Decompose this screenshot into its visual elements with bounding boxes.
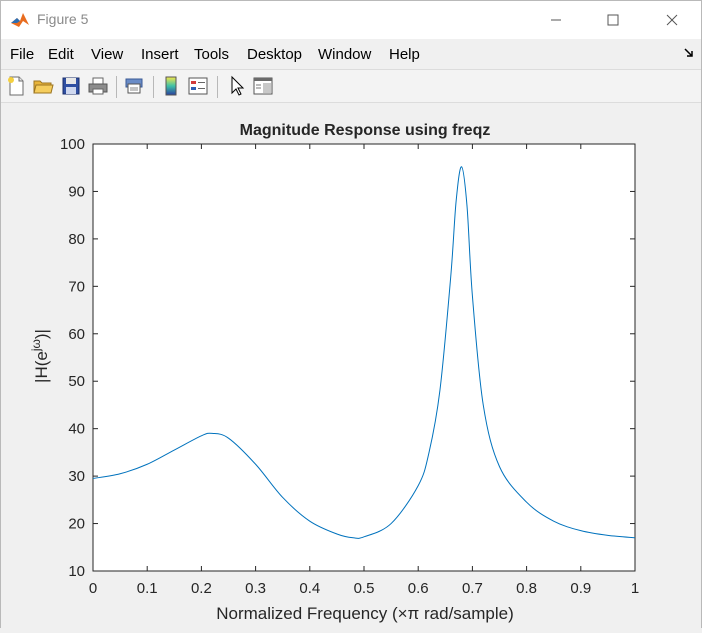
y-tick-label: 30 xyxy=(68,468,85,485)
window-title: Figure 5 xyxy=(37,11,89,27)
y-axis-label: |H(ejω)| xyxy=(29,329,51,383)
x-tick-label: 0.8 xyxy=(516,580,537,597)
x-tick-label: 0.6 xyxy=(408,580,429,597)
menu-insert[interactable]: Insert xyxy=(141,46,179,63)
minimize-icon xyxy=(551,19,561,21)
magnitude-response-plot[interactable]: 0 0.1 0.2 0.3 0.4 0.5 0.6 0.7 0.8 0.9 1 10 20 30 40 50 6… xyxy=(1,104,701,628)
x-tick-label: 0.5 xyxy=(354,580,375,597)
open-folder-icon[interactable] xyxy=(32,75,54,97)
pointer-icon[interactable] xyxy=(226,75,248,97)
dock-arrow-icon[interactable] xyxy=(683,47,695,59)
x-tick-label: 0 xyxy=(89,580,97,597)
print-icon[interactable] xyxy=(87,75,109,97)
magnitude-series-line xyxy=(92,166,636,539)
property-editor-icon[interactable] xyxy=(252,75,274,97)
x-axis-label: Normalized Frequency (×π rad/sample) xyxy=(216,604,514,623)
figure-toolbar xyxy=(1,69,701,103)
x-tick-label: 0.9 xyxy=(570,580,591,597)
x-tick-label: 0.1 xyxy=(137,580,158,597)
y-tick-label: 100 xyxy=(60,136,85,153)
y-tick-label: 20 xyxy=(68,516,85,533)
x-tick-label: 0.7 xyxy=(462,580,483,597)
menu-edit[interactable]: Edit xyxy=(48,46,74,63)
x-tick-label: 1 xyxy=(631,580,639,597)
y-tick-label: 80 xyxy=(68,231,85,248)
close-button[interactable] xyxy=(649,1,695,39)
chart-title: Magnitude Response using freqz xyxy=(240,122,491,139)
toolbar-separator xyxy=(153,76,154,98)
title-bar: Figure 5 xyxy=(1,1,701,39)
print-preview-icon[interactable] xyxy=(123,75,145,97)
toolbar-separator xyxy=(116,76,117,98)
menu-bar: File Edit View Insert Tools Desktop Wind… xyxy=(1,41,701,67)
minimize-button[interactable] xyxy=(533,1,579,39)
save-icon[interactable] xyxy=(60,75,82,97)
menu-help[interactable]: Help xyxy=(389,46,420,63)
colorbar-icon[interactable] xyxy=(160,75,182,97)
menu-desktop[interactable]: Desktop xyxy=(247,46,303,63)
axes-box xyxy=(92,143,636,572)
y-tick-label: 50 xyxy=(68,373,85,390)
toolbar-separator xyxy=(217,76,218,98)
x-tick-label: 0.2 xyxy=(191,580,212,597)
x-tick-label: 0.3 xyxy=(245,580,266,597)
y-tick-label: 40 xyxy=(68,421,85,438)
menu-tools[interactable]: Tools xyxy=(194,46,230,63)
x-tick-label: 0.4 xyxy=(299,580,320,597)
legend-icon[interactable] xyxy=(187,75,209,97)
y-tick-label: 10 xyxy=(68,563,85,580)
maximize-icon xyxy=(607,14,619,26)
menu-window[interactable]: Window xyxy=(318,46,372,63)
plot-area xyxy=(93,144,635,571)
menu-file[interactable]: File xyxy=(10,46,35,63)
menu-view[interactable]: View xyxy=(91,46,124,63)
new-figure-icon[interactable] xyxy=(5,75,27,97)
y-tick-label: 60 xyxy=(68,326,85,343)
y-tick-label: 70 xyxy=(68,278,85,295)
matlab-logo-icon xyxy=(9,9,31,31)
maximize-button[interactable] xyxy=(590,1,636,39)
figure-canvas: 0 0.1 0.2 0.3 0.4 0.5 0.6 0.7 0.8 0.9 1 10 20 30 40 50 6… xyxy=(1,104,701,628)
y-tick-label: 90 xyxy=(68,183,85,200)
close-icon xyxy=(666,14,678,26)
